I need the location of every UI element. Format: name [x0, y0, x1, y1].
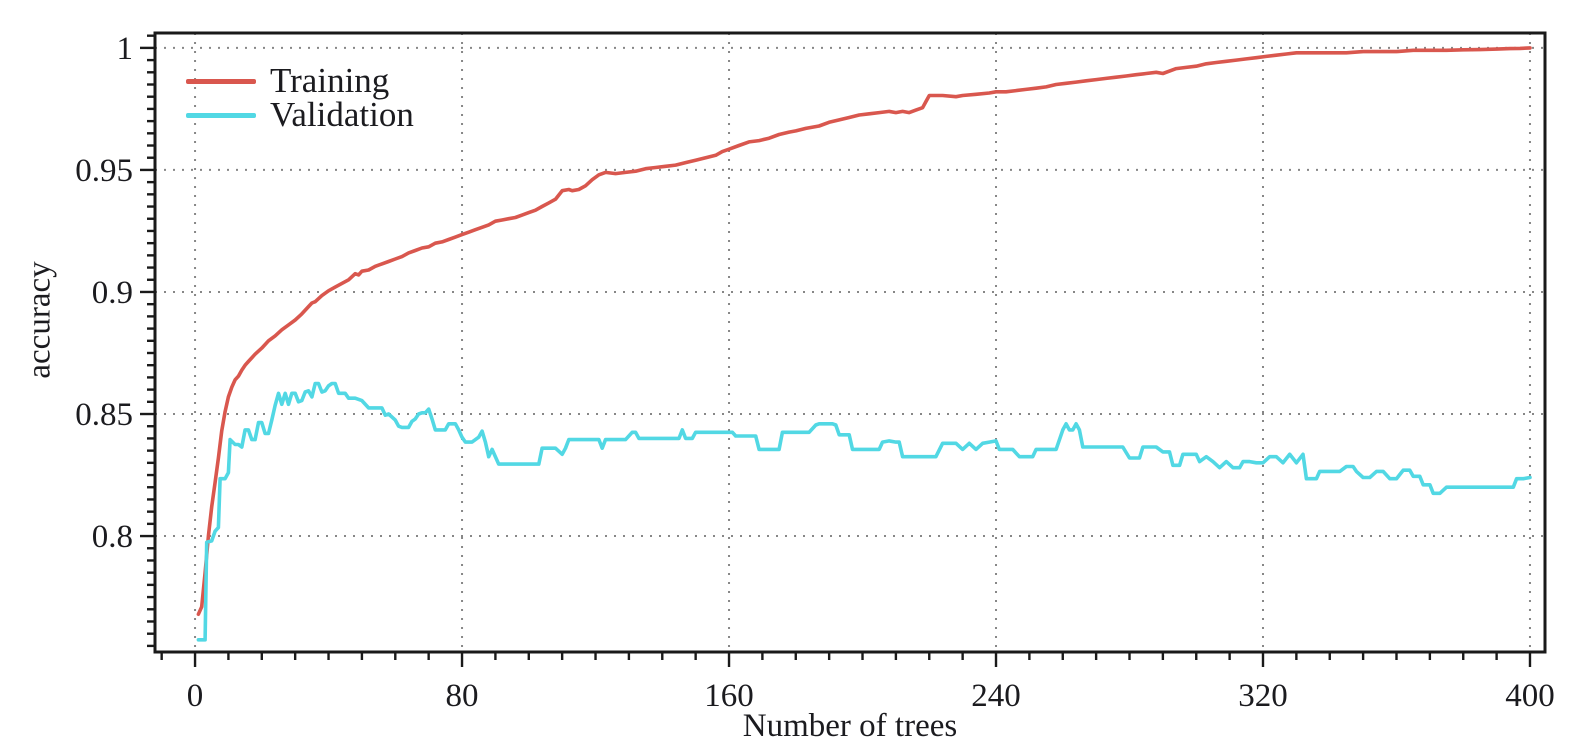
legend-label-validation: Validation — [270, 95, 414, 134]
x-axis-label: Number of trees — [742, 708, 958, 744]
y-axis-label: accuracy — [21, 261, 58, 379]
svg-text:0.85: 0.85 — [75, 397, 133, 433]
validation-line-swatch — [186, 112, 256, 118]
svg-text:160: 160 — [704, 678, 754, 714]
svg-text:400: 400 — [1505, 678, 1555, 714]
svg-text:80: 80 — [446, 678, 479, 714]
legend-item-training: Training — [186, 61, 414, 100]
svg-text:320: 320 — [1238, 678, 1288, 714]
training-line-swatch — [186, 78, 256, 84]
legend-label-training: Training — [270, 61, 390, 100]
svg-text:0.8: 0.8 — [92, 519, 133, 555]
svg-text:1: 1 — [117, 31, 134, 67]
svg-text:0.9: 0.9 — [92, 275, 133, 311]
svg-text:0: 0 — [187, 678, 204, 714]
legend: Training Validation — [186, 61, 414, 134]
svg-text:240: 240 — [971, 678, 1021, 714]
svg-text:0.95: 0.95 — [75, 153, 133, 189]
legend-item-validation: Validation — [186, 95, 414, 134]
